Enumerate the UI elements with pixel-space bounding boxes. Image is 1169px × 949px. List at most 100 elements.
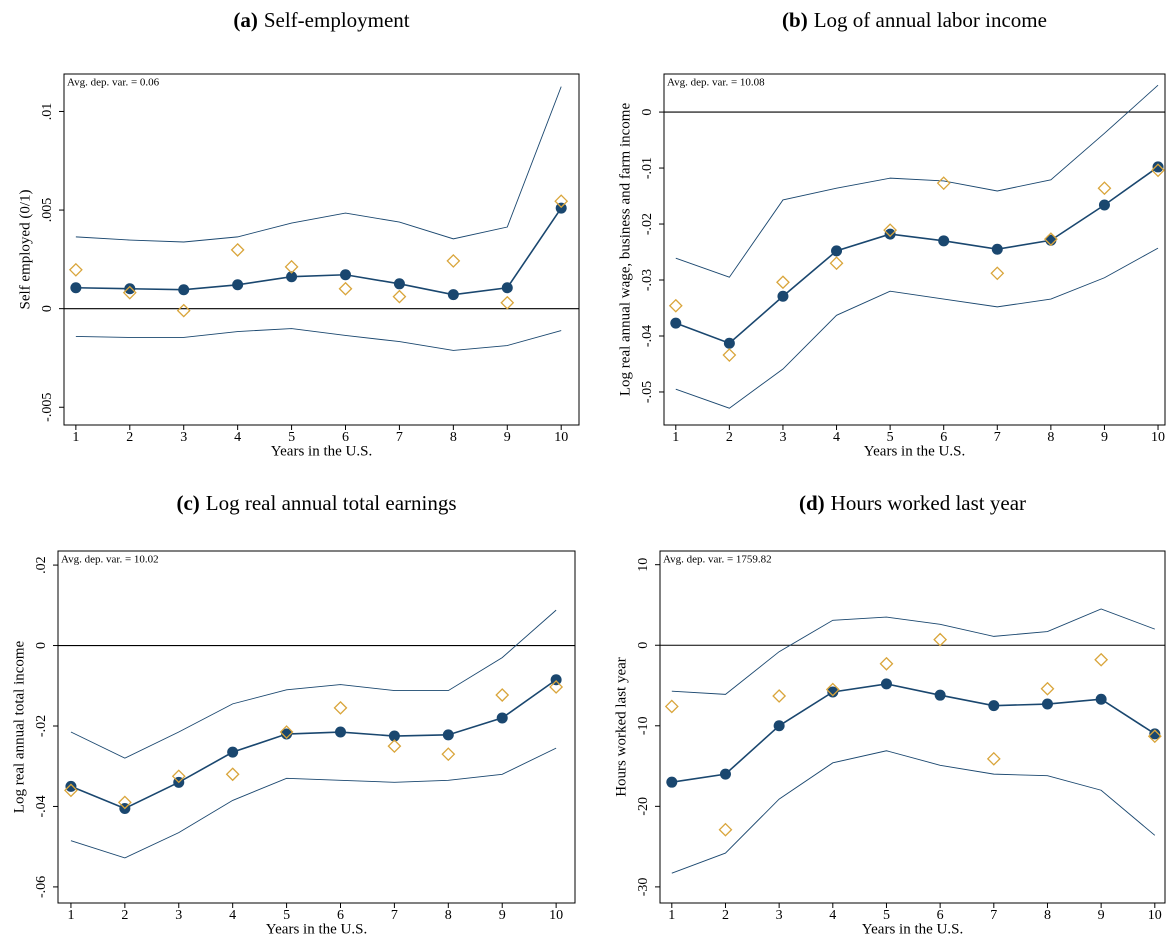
diamond-marker	[1097, 181, 1112, 196]
diamond-marker	[171, 769, 186, 784]
x-tick-label: 4	[234, 430, 241, 445]
y-tick-label: -10	[636, 716, 651, 735]
point-marker	[334, 726, 346, 738]
x-tick-label: 10	[1148, 908, 1162, 923]
x-tick-label: 10	[554, 430, 568, 445]
y-tick-label: .005	[40, 198, 55, 223]
diamond-marker	[225, 767, 240, 782]
diamond-marker	[392, 289, 407, 304]
point-marker	[884, 228, 896, 240]
x-tick-label: 5	[883, 908, 890, 923]
y-tick-label: -30	[636, 878, 651, 897]
diamond-marker	[333, 700, 348, 715]
x-tick-label: 7	[994, 430, 1001, 445]
annotation: Avg. dep. var. = 10.08	[667, 77, 765, 89]
y-tick-label: 10	[636, 558, 651, 572]
point-marker	[496, 712, 508, 724]
diamond-marker	[879, 656, 894, 671]
point-marker	[388, 730, 400, 742]
point-marker	[719, 768, 731, 780]
y-tick-label: 0	[640, 109, 655, 116]
x-tick-label: 6	[937, 908, 944, 923]
annotation: Avg. dep. var. = 0.06	[67, 77, 160, 89]
x-tick-label: 6	[940, 430, 947, 445]
x-tick-label: 1	[67, 908, 74, 923]
x-tick-label: 2	[722, 908, 729, 923]
point-marker	[1098, 199, 1110, 211]
panel: (c) Log real annual total earnings -.06 -.0…	[11, 491, 576, 937]
diamond-marker	[772, 689, 787, 703]
series-line	[70, 609, 557, 759]
series-line	[675, 166, 1159, 345]
point-marker	[227, 746, 239, 758]
diamond-marker	[1094, 652, 1109, 667]
diamond-marker	[990, 266, 1005, 281]
series-line	[671, 750, 1156, 874]
series-line	[75, 86, 562, 243]
diamond-marker	[387, 739, 402, 754]
panel-label: (b)	[782, 8, 808, 32]
point-marker	[393, 278, 405, 290]
x-axis-label: Years in the U.S.	[271, 443, 372, 459]
diamond-marker	[722, 348, 737, 362]
point-marker	[339, 269, 351, 281]
x-tick-label: 3	[175, 908, 182, 923]
diamond-marker	[122, 285, 137, 300]
panel-title: (c) Log real annual total earnings	[176, 491, 456, 515]
x-tick-label: 2	[126, 430, 133, 445]
y-tick-label: -.04	[34, 795, 49, 817]
x-tick-label: 3	[776, 908, 783, 923]
point-marker	[1095, 693, 1107, 705]
x-tick-label: 10	[549, 908, 563, 923]
x-tick-label: 8	[1044, 908, 1051, 923]
point-marker	[1152, 161, 1164, 173]
x-tick-label: 9	[1101, 430, 1108, 445]
point-marker	[232, 279, 244, 291]
x-tick-label: 4	[229, 908, 236, 923]
panel-label: (d)	[799, 491, 825, 515]
diamond-marker	[64, 783, 78, 798]
x-tick-label: 7	[391, 908, 398, 923]
point-marker	[934, 689, 946, 701]
diamond-marker	[117, 795, 132, 810]
series-line	[671, 608, 1155, 695]
series-line	[675, 247, 1159, 409]
point-marker	[70, 282, 82, 294]
diamond-marker	[338, 281, 353, 296]
series-line	[671, 683, 1156, 783]
x-tick-label: 1	[668, 908, 675, 923]
diamond-marker	[883, 223, 898, 238]
annotation: Avg. dep. var. = 1759.82	[663, 554, 772, 566]
point-marker	[988, 700, 1000, 712]
y-tick-label: 0	[34, 642, 49, 649]
point-marker	[777, 290, 789, 302]
point-marker	[1149, 728, 1161, 740]
y-tick-label: -.03	[640, 269, 655, 291]
panel: (a) Self-employment -.005 0 .005 .01 1 2 3 4 5 6 7 8 9…	[17, 8, 580, 459]
x-tick-label: 7	[396, 430, 403, 445]
y-tick-label: -.05	[640, 381, 655, 403]
diamond-marker	[776, 275, 790, 290]
panel-title: (d) Hours worked last year	[799, 491, 1026, 515]
x-tick-label: 2	[121, 908, 128, 923]
x-tick-label: 8	[445, 908, 452, 923]
y-tick-label: 0	[636, 642, 651, 649]
y-axis-label: Log real annual total income	[11, 640, 27, 813]
panel: (b) Log of annual labor income -.05 -.04 -.0…	[617, 8, 1166, 459]
diamond-marker	[986, 751, 1001, 766]
plot-frame	[63, 73, 580, 426]
diamond-marker	[933, 632, 948, 647]
y-tick-label: -20	[636, 797, 651, 816]
plot-frame	[57, 550, 576, 904]
y-tick-label: -.005	[40, 393, 55, 422]
y-axis-label: Hours worked last year	[613, 657, 629, 797]
panel-title: (b) Log of annual labor income	[782, 8, 1047, 32]
point-marker	[286, 271, 298, 283]
diamond-marker	[176, 303, 191, 318]
x-tick-label: 5	[283, 908, 290, 923]
diamond-marker	[495, 688, 510, 702]
point-marker	[550, 674, 562, 686]
y-tick-label: -.02	[640, 213, 655, 235]
panel-title-text: Log of annual labor income	[814, 8, 1047, 32]
